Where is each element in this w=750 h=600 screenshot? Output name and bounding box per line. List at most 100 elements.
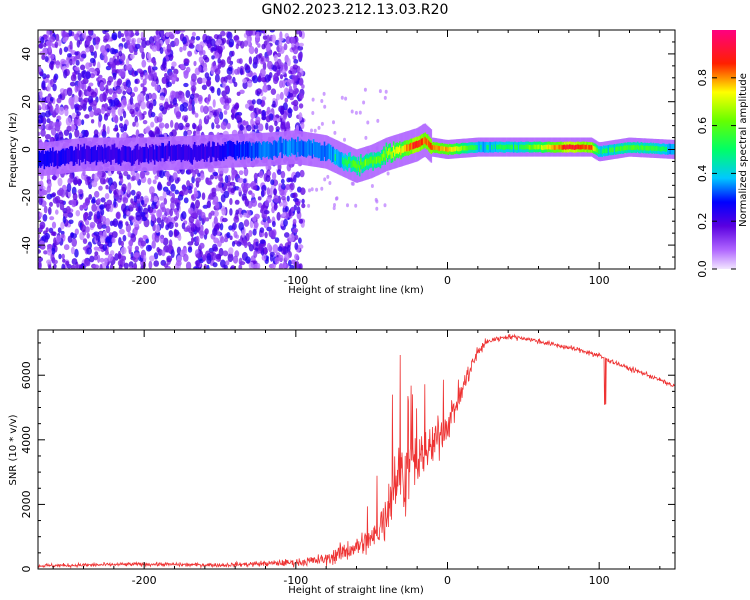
spectrogram-noise-cell xyxy=(42,73,47,80)
spectrogram-noise-cell xyxy=(169,208,173,217)
spectrogram-noise-cell xyxy=(106,199,113,206)
spectrogram-ridge-core xyxy=(665,146,668,152)
spectrogram-noise-cell xyxy=(119,194,123,201)
spectrogram-ridge-cell xyxy=(127,146,129,162)
spectrogram-ridge-core xyxy=(464,145,467,151)
spectrogram-ridge-core xyxy=(515,145,518,150)
spectrogram-noise-cell xyxy=(286,177,291,183)
spectrogram-noise-cell xyxy=(218,166,224,175)
spectrogram-noise-cell xyxy=(147,65,152,74)
spectrogram-noise-cell xyxy=(354,110,358,115)
spectrogram-noise-cell xyxy=(58,106,65,116)
spectrogram-noise-cell xyxy=(63,69,68,79)
spectrogram-noise-cell xyxy=(253,221,259,228)
spectrogram-noise-cell xyxy=(291,101,296,106)
spectrogram-noise-cell xyxy=(202,50,206,56)
spectrogram-noise-cell xyxy=(71,57,76,66)
spectrogram-noise-cell xyxy=(238,221,244,231)
spectrogram-noise-cell xyxy=(107,253,113,262)
spectrogram-noise-cell xyxy=(214,68,221,76)
spectrogram-noise-cell xyxy=(206,80,211,87)
spectrogram-noise-cell xyxy=(93,129,99,136)
spectrogram-noise-cell xyxy=(123,170,129,177)
spectrogram-noise-cell xyxy=(93,254,98,261)
spectrogram-ridge-core xyxy=(352,159,355,167)
spectrogram-ridge-cell xyxy=(157,146,160,162)
snr-y-tick-label: 0 xyxy=(20,566,33,573)
spectrogram-noise-cell xyxy=(208,194,212,200)
spectrogram-noise-cell xyxy=(192,81,197,86)
spectrogram-noise-cell xyxy=(46,193,53,200)
spectrogram-noise-cell xyxy=(150,121,155,128)
spectrogram-noise-cell xyxy=(186,225,191,232)
spectrogram-noise-cell xyxy=(199,242,205,249)
spectrogram-noise-cell xyxy=(70,97,75,106)
spectrogram-noise-cell xyxy=(105,236,111,243)
spectrogram-noise-cell xyxy=(103,55,108,63)
spectrogram-noise-cell xyxy=(195,235,200,245)
snr-frame xyxy=(37,329,676,570)
spectrogram-ridge-core xyxy=(497,145,499,150)
spectrogram-ridge-core xyxy=(374,157,377,165)
spectrogram-noise-cell xyxy=(160,234,164,244)
spectrogram-noise-cell xyxy=(104,193,110,200)
spectrogram-ridge-cell xyxy=(323,141,326,157)
spectrogram-ridge-core xyxy=(578,144,581,150)
spectrogram-ridge-cell xyxy=(306,141,309,157)
spectrogram-noise-cell xyxy=(46,74,50,79)
spectrogram-noise-cell xyxy=(76,86,81,92)
spectrogram-noise-cell xyxy=(166,255,173,263)
spectrogram-noise-cell xyxy=(166,189,171,196)
spectrogram-noise-cell xyxy=(266,34,271,43)
spectrogram-ridge-cell xyxy=(266,141,269,157)
spectrogram-noise-cell xyxy=(48,206,52,215)
spectrogram-noise-cell xyxy=(246,72,251,77)
spectrogram-noise-cell xyxy=(294,242,299,250)
spectrogram-ridge-cell xyxy=(47,150,49,166)
spectrogram-ridge-core xyxy=(521,144,524,150)
spectrogram-noise-cell xyxy=(67,53,72,58)
spectrogram-noise-cell xyxy=(178,122,184,131)
spectrogram-ridge-cell xyxy=(140,147,143,164)
spectrogram-noise-cell xyxy=(193,60,197,67)
spectrogram-noise-cell xyxy=(38,233,41,240)
spectrogram-noise-cell xyxy=(224,175,229,184)
snr-ylabel: SNR (10 * v/v) xyxy=(8,414,19,485)
spectrogram-ridge-core xyxy=(639,145,641,151)
spectrogram-noise-cell xyxy=(263,210,270,215)
spectrogram-noise-cell xyxy=(96,198,101,204)
spectrogram-ridge-cell xyxy=(184,145,186,161)
spectrogram-ridge-core xyxy=(348,157,350,164)
spectrogram-noise-cell xyxy=(165,32,170,38)
spectrogram-ridge-cell xyxy=(163,146,166,162)
spectrogram-ridge-cell xyxy=(335,149,338,165)
spectrogram-noise-cell xyxy=(213,111,217,118)
spectrogram-noise-cell xyxy=(94,251,99,256)
spectrogram-noise-cell xyxy=(91,203,97,212)
spectrogram-noise-cell xyxy=(89,57,96,64)
spectrogram-noise-cell xyxy=(71,198,77,208)
spectrogram-noise-cell xyxy=(122,213,127,219)
spectrogram-noise-cell xyxy=(183,197,189,204)
spectrogram-ridge-core xyxy=(658,146,661,152)
spectrogram-ridge-core xyxy=(366,157,368,165)
spectrogram-noise-cell xyxy=(298,78,304,86)
spectrogram-noise-cell xyxy=(241,229,245,238)
spectrogram-noise-cell xyxy=(78,89,82,98)
spectrogram-noise-cell xyxy=(366,120,370,125)
spectrogram-noise-cell xyxy=(307,203,311,208)
spectrogram-noise-cell xyxy=(364,135,368,140)
spectrogram-noise-cell xyxy=(113,198,117,208)
spectrogram-ridge-cell xyxy=(56,153,59,169)
spectrogram-ridge-core xyxy=(400,148,402,156)
spectrogram-x-tick-label: 100 xyxy=(589,274,610,287)
spectrogram-noise-cell xyxy=(292,45,299,55)
spectrogram-noise-cell xyxy=(172,172,178,181)
spectrogram-ridge-core xyxy=(527,144,530,150)
spectrogram-noise-cell xyxy=(322,91,326,96)
spectrogram-noise-cell xyxy=(166,43,172,53)
spectrogram-noise-cell xyxy=(163,216,168,223)
spectrogram-noise-cell xyxy=(151,92,157,102)
spectrogram-ridge-core xyxy=(623,145,625,151)
spectrogram-ridge-cell xyxy=(42,149,44,165)
